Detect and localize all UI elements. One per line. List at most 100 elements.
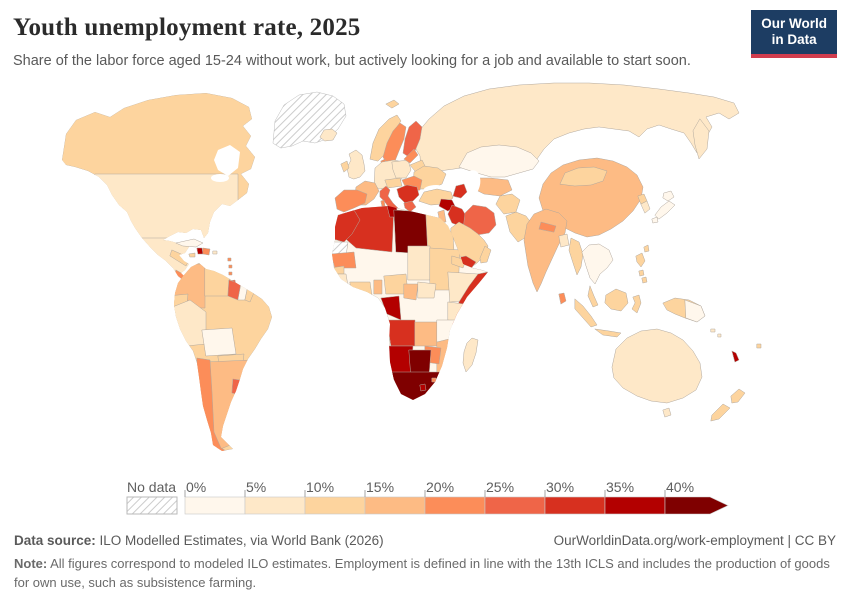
legend-tick-label: 20%	[426, 479, 454, 495]
region-cuba[interactable]	[175, 238, 204, 248]
legend-segment-10-15[interactable]	[304, 496, 366, 515]
legend-segment-35-40[interactable]	[604, 496, 666, 515]
legend-segment-20-25[interactable]	[424, 496, 486, 515]
map-legend: No data	[126, 479, 729, 515]
owid-logo-line2: in Data	[771, 32, 817, 48]
region-cameroon[interactable]	[403, 283, 419, 301]
legend-tick-label: 40%	[666, 479, 694, 495]
region-central-african-republic[interactable]	[417, 281, 437, 299]
region-kenya[interactable]	[447, 301, 465, 323]
region-dominican-republic[interactable]	[202, 247, 211, 256]
hudson-bay	[214, 145, 240, 176]
legend-no-data-swatch[interactable]	[126, 496, 178, 515]
legend-tick-label: 0%	[186, 479, 206, 495]
region-borneo[interactable]	[604, 288, 629, 312]
region-venezuela[interactable]	[204, 265, 231, 297]
region-haiti[interactable]	[196, 247, 204, 255]
region-solomon-islands[interactable]	[710, 328, 722, 338]
legend-tick-label: 5%	[246, 479, 266, 495]
region-norway[interactable]	[369, 114, 402, 162]
owid-logo-line1: Our World	[761, 16, 827, 31]
note-label: Note:	[14, 556, 48, 571]
region-java[interactable]	[594, 328, 622, 338]
legend-segment-25-30[interactable]	[484, 496, 546, 515]
region-tasmania[interactable]	[662, 407, 672, 418]
footer-source-row: Data source: ILO Modelled Estimates, via…	[14, 533, 836, 548]
region-russia[interactable]	[413, 82, 740, 174]
region-south-africa[interactable]	[390, 371, 442, 401]
region-australia[interactable]	[611, 328, 703, 404]
region-india[interactable]	[523, 208, 568, 293]
region-greenland[interactable]	[272, 91, 347, 149]
region-madagascar[interactable]	[462, 337, 479, 373]
region-ivory-ghana[interactable]	[349, 281, 373, 297]
region-south-korea[interactable]	[640, 200, 651, 214]
region-new-zealand[interactable]	[710, 388, 746, 422]
region-lesser-antilles[interactable]	[227, 257, 233, 276]
region-sulawesi[interactable]	[631, 294, 642, 314]
legend-segment-30-35[interactable]	[544, 496, 606, 515]
legend-segment-0-5[interactable]	[184, 496, 246, 515]
region-lesotho[interactable]	[419, 383, 427, 392]
data-source-label: Data source:	[14, 533, 96, 548]
region-uruguay[interactable]	[231, 378, 248, 397]
region-united-states[interactable]	[94, 173, 239, 241]
region-poland[interactable]	[391, 159, 412, 179]
region-fiji[interactable]	[756, 343, 762, 349]
page-title: Youth unemployment rate, 2025	[13, 14, 361, 41]
region-eswatini[interactable]	[431, 377, 437, 383]
region-bangladesh[interactable]	[558, 233, 570, 248]
region-taiwan[interactable]	[643, 244, 650, 253]
region-kazakhstan[interactable]	[458, 144, 540, 178]
region-greece[interactable]	[403, 200, 417, 213]
legend-tick-label: 35%	[606, 479, 634, 495]
region-zambia[interactable]	[414, 321, 440, 347]
region-iceland[interactable]	[319, 128, 338, 142]
region-kamchatka[interactable]	[692, 118, 710, 160]
region-indochina[interactable]	[581, 243, 614, 285]
legend-no-data-label: No data	[127, 479, 176, 495]
region-sardinia[interactable]	[380, 199, 386, 207]
region-sumatra[interactable]	[574, 298, 598, 328]
region-philippines[interactable]	[635, 252, 648, 284]
region-iberia[interactable]	[334, 189, 368, 213]
legend-tick-label: 25%	[486, 479, 514, 495]
region-tanzania[interactable]	[436, 319, 460, 343]
legend-tick-label: 15%	[366, 479, 394, 495]
region-united-kingdom[interactable]	[346, 149, 366, 180]
legend-segment-5-10[interactable]	[244, 496, 306, 515]
region-new-caledonia[interactable]	[731, 350, 740, 363]
region-bolivia[interactable]	[201, 327, 237, 357]
region-chad[interactable]	[407, 245, 431, 281]
owid-attribution-link[interactable]: OurWorldinData.org/work-employment | CC …	[553, 533, 836, 548]
region-balkans[interactable]	[396, 184, 420, 204]
region-nepal[interactable]	[538, 221, 557, 233]
note-text: All figures correspond to modeled ILO es…	[14, 556, 830, 590]
legend-segment-15-20[interactable]	[364, 496, 426, 515]
region-japan[interactable]	[651, 190, 676, 224]
region-senegal[interactable]	[330, 265, 345, 275]
region-guinea[interactable]	[332, 273, 349, 287]
region-sri-lanka[interactable]	[558, 292, 567, 305]
region-jamaica[interactable]	[188, 252, 196, 258]
region-malay-peninsula[interactable]	[587, 285, 599, 308]
region-myanmar[interactable]	[568, 237, 584, 276]
region-ireland[interactable]	[340, 160, 350, 173]
region-afghanistan[interactable]	[495, 193, 521, 215]
region-mongolia[interactable]	[559, 166, 608, 187]
legend-segment-40-plus-arrow[interactable]	[664, 496, 729, 515]
region-puerto-rico[interactable]	[212, 250, 218, 255]
region-oman[interactable]	[479, 245, 492, 264]
region-angola[interactable]	[386, 319, 416, 347]
region-papua-new-guinea[interactable]	[684, 299, 706, 323]
region-togo-benin[interactable]	[373, 279, 383, 295]
data-source-value: ILO Modelled Estimates, via World Bank (…	[95, 533, 384, 548]
region-mauritania[interactable]	[331, 251, 357, 269]
region-czech-austria[interactable]	[384, 177, 403, 189]
region-caucasus[interactable]	[452, 183, 468, 199]
region-baltics[interactable]	[403, 148, 419, 164]
legend-ticks	[184, 490, 666, 497]
region-svalbard[interactable]	[385, 99, 400, 109]
owid-logo[interactable]: Our World in Data	[751, 10, 837, 58]
